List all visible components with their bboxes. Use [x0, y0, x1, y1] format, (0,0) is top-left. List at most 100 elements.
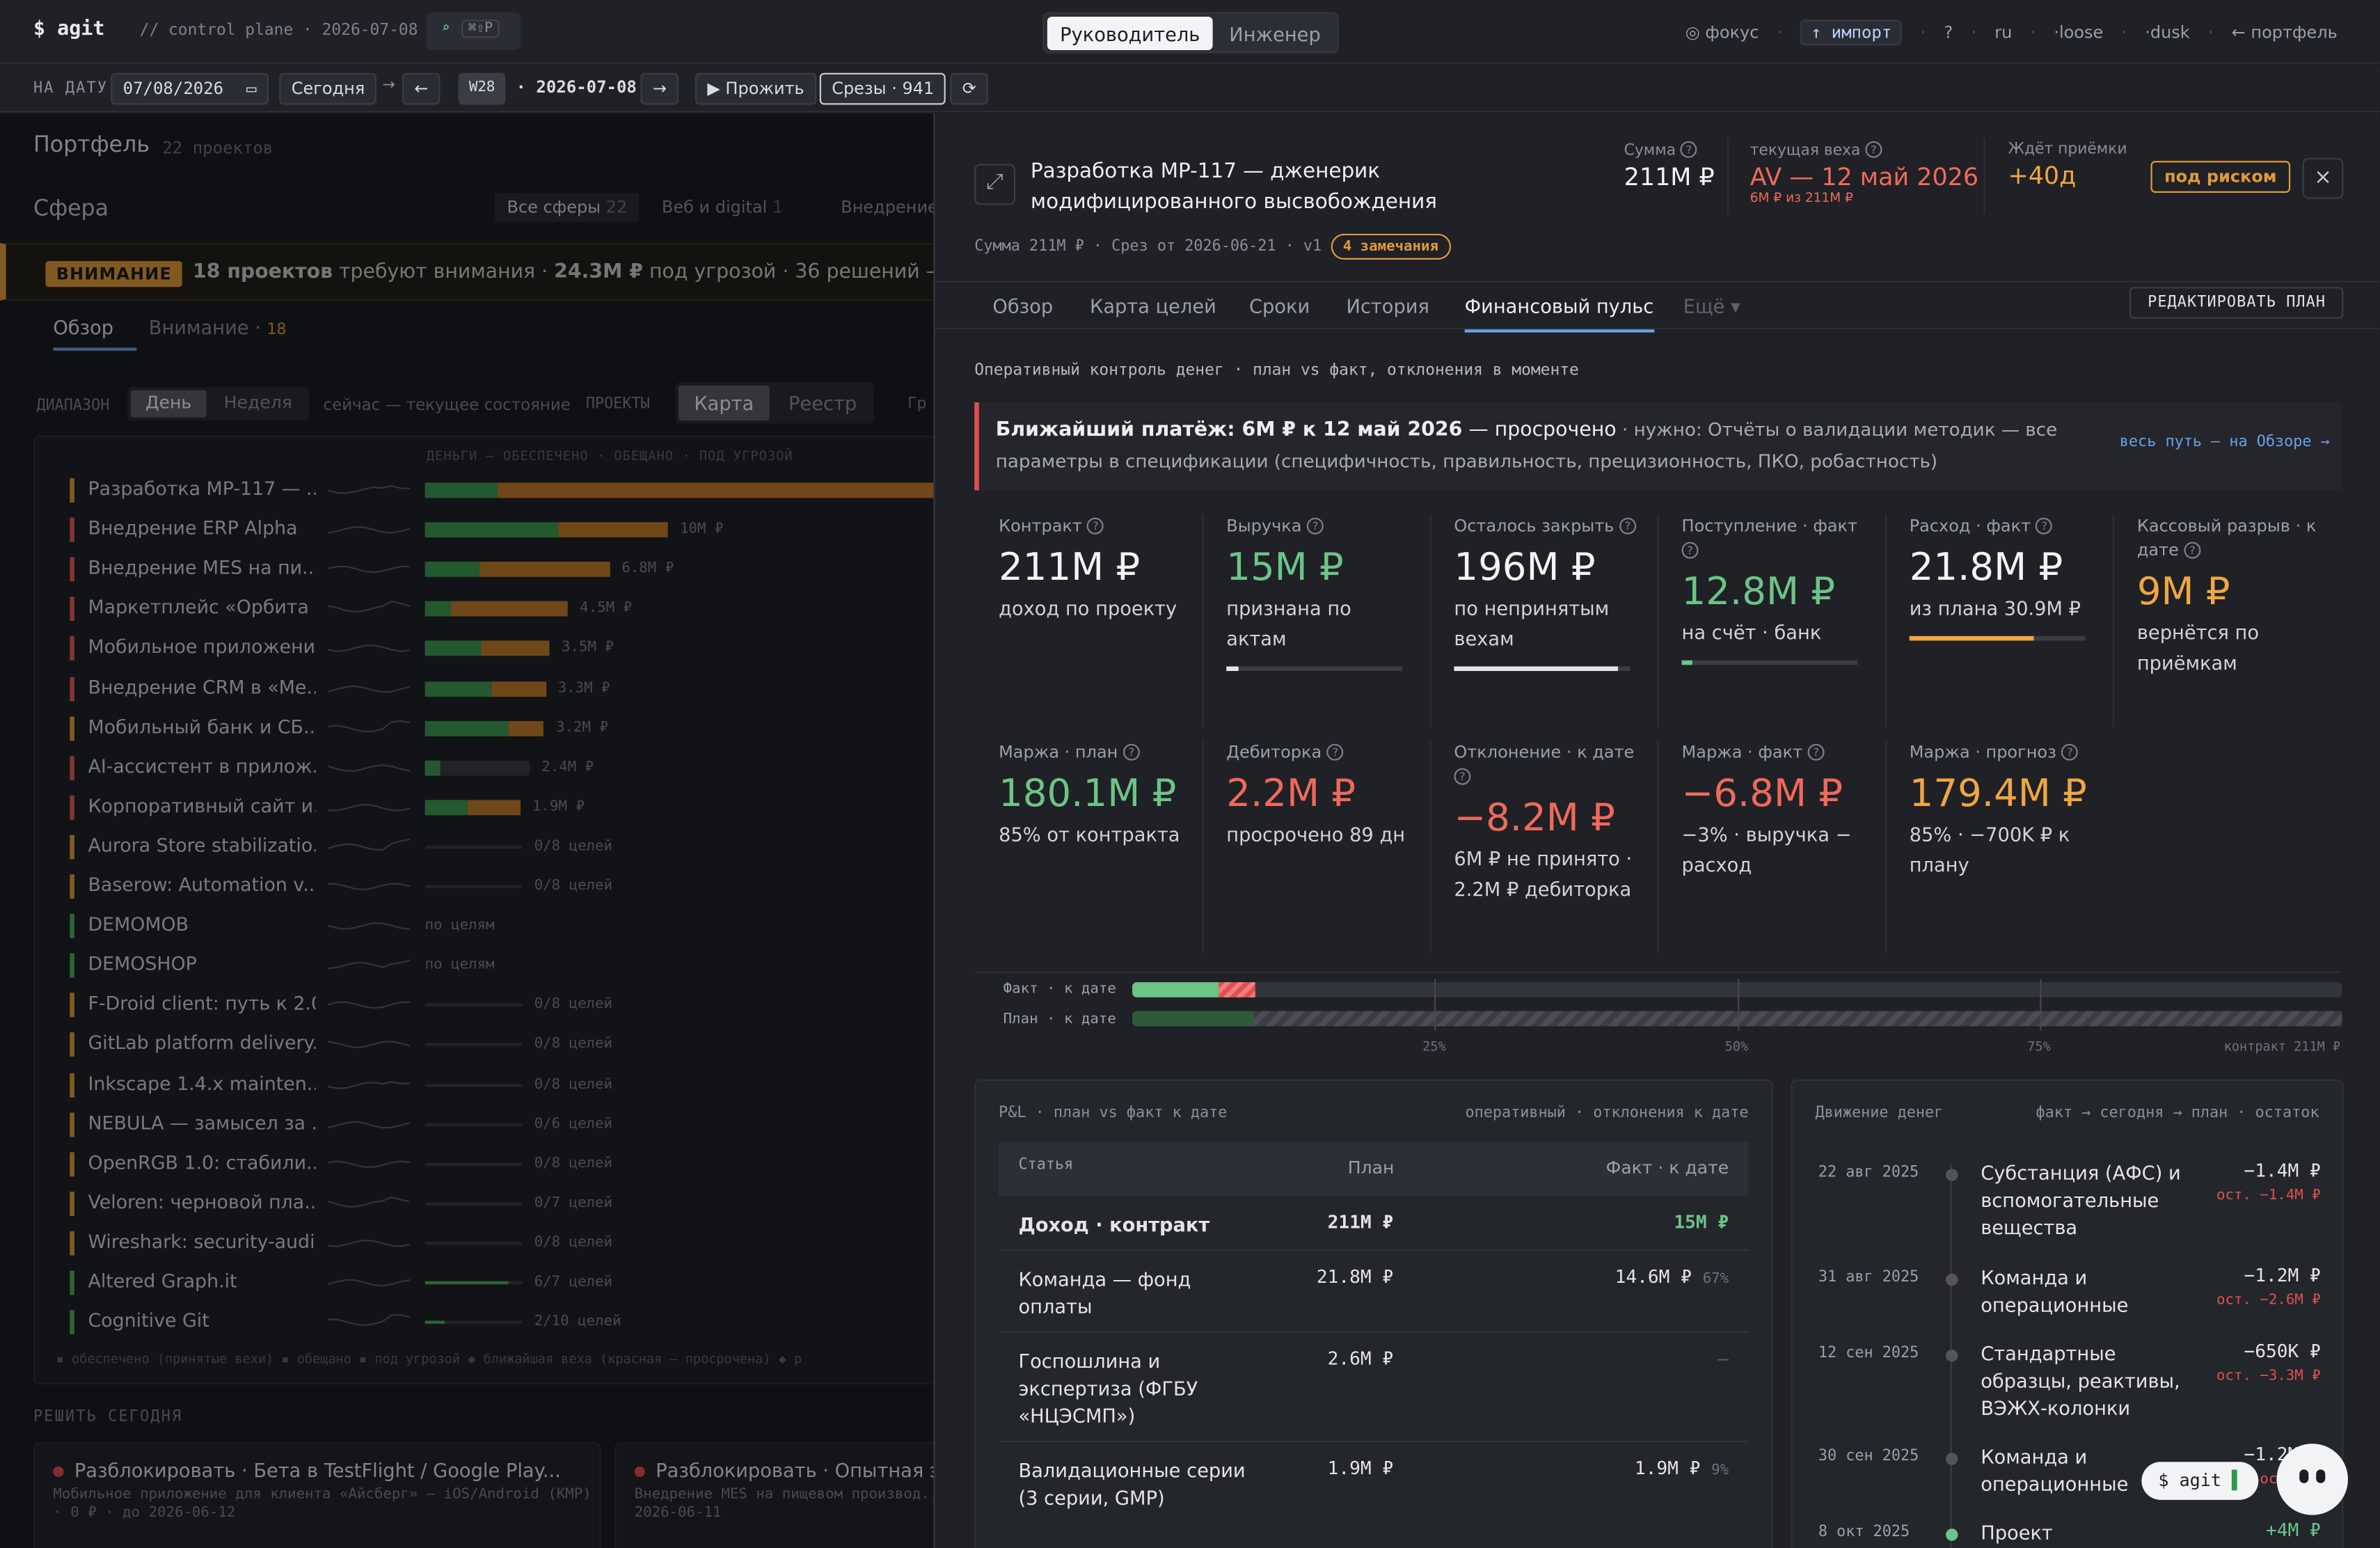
- help-icon[interactable]: ?: [1454, 768, 1471, 785]
- table-row[interactable]: Cognitive Git 2/10 целей: [35, 1303, 933, 1343]
- assistant-avatar[interactable]: [2276, 1444, 2349, 1515]
- tab-history[interactable]: История: [1346, 294, 1429, 317]
- table-row[interactable]: OpenRGB 1.0: стабили... 0/8 целей: [35, 1144, 933, 1184]
- help-icon[interactable]: ?: [1865, 141, 1882, 158]
- cash-flow-item[interactable]: 22 авг 2025 Субстанция (АФС) и вспомогате…: [1818, 1160, 2321, 1239]
- money-bar: [425, 482, 934, 498]
- table-row[interactable]: Мобильное приложени... 3.5M ₽: [35, 629, 933, 669]
- help-icon[interactable]: ?: [1619, 517, 1636, 535]
- table-row[interactable]: Baserow: Automation v... 0/8 целей: [35, 867, 933, 906]
- close-icon[interactable]: ×: [2302, 157, 2344, 199]
- pnl-row[interactable]: Команда — фонд оплаты 21.8M ₽14.6M ₽ 67%: [999, 1251, 1749, 1333]
- date-input[interactable]: 07/08/2026 ▭: [111, 72, 269, 105]
- assistant-pill[interactable]: $ agit ▌: [2141, 1462, 2260, 1500]
- decision-card[interactable]: Разблокировать · Бета в TestFlight / Goo…: [33, 1442, 601, 1548]
- view-map[interactable]: Карта: [678, 385, 770, 421]
- help-icon[interactable]: ?: [2061, 743, 2079, 761]
- role-engineer-tab[interactable]: Инженер: [1229, 22, 1321, 46]
- language-link[interactable]: ru: [1994, 22, 2013, 43]
- sphere-web[interactable]: Веб и digital 1: [661, 197, 784, 217]
- tab-attention[interactable]: Внимание · 18: [148, 315, 287, 339]
- row-value: 0/8 целей: [534, 1036, 612, 1053]
- table-row[interactable]: Inkscape 1.4.x mainten... 0/8 целей: [35, 1065, 933, 1105]
- table-row[interactable]: Wireshark: security-audi... 0/8 целей: [35, 1224, 933, 1263]
- row-value: 2.4M ₽: [541, 758, 594, 775]
- status-bar: [70, 478, 74, 503]
- next-week-button[interactable]: →: [640, 72, 679, 105]
- overview-link[interactable]: весь путь — на Обзоре →: [2119, 434, 2330, 451]
- timeline-dot-icon: [1946, 1169, 1958, 1181]
- theme-link[interactable]: ·dusk: [2145, 22, 2190, 43]
- table-row[interactable]: Разработка MP-117 — ...: [35, 471, 934, 510]
- refresh-icon[interactable]: ⟳: [950, 72, 989, 105]
- table-row[interactable]: Внедрение CRM в «Ме... 3.3M ₽: [35, 669, 933, 709]
- tab-finance-pulse[interactable]: Финансовый пульс: [1464, 294, 1654, 333]
- timeline-dot-icon: [1946, 1453, 1958, 1465]
- sphere-all[interactable]: Все сферы 22: [495, 192, 640, 222]
- mode-link[interactable]: ·loose: [2054, 22, 2104, 43]
- table-row[interactable]: DEMOMOB по целям: [35, 906, 933, 946]
- pnl-row[interactable]: Госпошлина и экспертиза (ФГБУ «НЦЭСМП») 2…: [999, 1333, 1749, 1442]
- help-icon[interactable]: ?: [1087, 517, 1104, 535]
- row-value: 0/8 целей: [534, 996, 612, 1013]
- prev-week-button[interactable]: ←: [402, 72, 441, 105]
- import-button[interactable]: ↑ импорт: [1800, 19, 1903, 46]
- portfolio-link[interactable]: ← портфель: [2231, 22, 2338, 43]
- table-row[interactable]: NEBULA — замысел за ... 0/6 целей: [35, 1105, 933, 1144]
- sparkline: [328, 1314, 411, 1327]
- view-registry[interactable]: Реестр: [788, 391, 857, 415]
- help-icon[interactable]: ?: [1807, 743, 1825, 761]
- help-icon[interactable]: ?: [2184, 542, 2201, 559]
- table-row[interactable]: Корпоративный сайт и... 1.9M ₽: [35, 787, 933, 827]
- risk-badge[interactable]: под риском: [2150, 161, 2291, 193]
- help-icon[interactable]: ?: [1122, 743, 1140, 761]
- status-bar: [70, 517, 74, 542]
- command-palette-button[interactable]: ⌕ ⌘⇧P: [426, 12, 521, 50]
- help-icon[interactable]: ?: [2036, 517, 2053, 535]
- kpi-value: 211M ₽: [999, 544, 1141, 590]
- status-bar: [70, 1151, 74, 1176]
- table-row[interactable]: GitLab platform delivery... 0/8 целей: [35, 1025, 933, 1065]
- table-row[interactable]: Внедрение ERP Alpha 10M ₽: [35, 510, 933, 550]
- tab-overview[interactable]: Обзор: [992, 294, 1054, 317]
- table-row[interactable]: AI-ассистент в прилож... 2.4M ₽: [35, 748, 933, 788]
- help-icon[interactable]: ?: [1681, 141, 1698, 158]
- table-row[interactable]: Маркетплейс «Орбита ... 4.5M ₽: [35, 590, 933, 629]
- today-button[interactable]: Сегодня: [279, 72, 377, 105]
- cash-flow-item[interactable]: 12 сен 2025 Стандартные образцы, реактивы…: [1818, 1340, 2321, 1420]
- table-row[interactable]: Aurora Store stabilizatio... 0/8 целей: [35, 827, 933, 867]
- role-manager-tab[interactable]: Руководитель: [1047, 16, 1213, 50]
- app-logo[interactable]: $ agit: [33, 18, 105, 41]
- tab-timeline[interactable]: Сроки: [1248, 294, 1310, 317]
- table-row[interactable]: DEMOSHOP по целям: [35, 946, 933, 986]
- table-row[interactable]: Внедрение MES на пи... 6.8M ₽: [35, 550, 933, 590]
- help-icon[interactable]: ?: [1326, 743, 1344, 761]
- sparkline: [328, 803, 411, 812]
- range-week[interactable]: Неделя: [223, 391, 292, 413]
- pnl-row[interactable]: Доход · контракт 211M ₽15M ₽: [999, 1196, 1749, 1251]
- help-link[interactable]: ?: [1944, 22, 1953, 43]
- table-row[interactable]: Мобильный банк и СБ... 3.2M ₽: [35, 709, 933, 748]
- cash-flow-item[interactable]: 30 сен 2025 Команда и операционные −1.2M ₽…: [1818, 1444, 2321, 1496]
- slices-button[interactable]: Срезы · 941: [819, 72, 946, 105]
- sphere-implementation[interactable]: Внедрение: [841, 197, 934, 217]
- range-day[interactable]: День: [130, 390, 207, 418]
- help-icon[interactable]: ?: [1307, 517, 1324, 535]
- expand-icon[interactable]: ⤢: [974, 164, 1016, 205]
- status-bar: [70, 676, 74, 701]
- notes-badge[interactable]: 4 замечания: [1331, 233, 1451, 260]
- edit-plan-button[interactable]: РЕДАКТИРОВАТЬ ПЛАН: [2129, 287, 2345, 319]
- table-row[interactable]: Altered Graph.it 6/7 целей: [35, 1263, 933, 1303]
- focus-link[interactable]: ◎ фокус: [1685, 22, 1759, 43]
- tab-overview[interactable]: Обзор: [53, 316, 137, 351]
- pnl-row[interactable]: Валидационные серии (3 серии, GMP) 1.9M ₽…: [999, 1442, 1748, 1548]
- table-row[interactable]: Veloren: черновой пла... 0/7 целей: [35, 1184, 933, 1224]
- table-row[interactable]: F-Droid client: путь к 2.0 0/8 целей: [35, 986, 933, 1025]
- cash-flow-item[interactable]: 31 авг 2025 Команда и операционные −1.2M ₽…: [1818, 1264, 2321, 1316]
- tab-goals-map[interactable]: Карта целей: [1089, 294, 1216, 317]
- help-icon[interactable]: ?: [1681, 542, 1699, 559]
- tab-more[interactable]: Ещё ▾: [1683, 294, 1740, 317]
- decision-card[interactable]: Разблокировать · Опытная э... пройдена, …: [614, 1442, 934, 1548]
- play-button[interactable]: ▶ Прожить: [695, 72, 817, 105]
